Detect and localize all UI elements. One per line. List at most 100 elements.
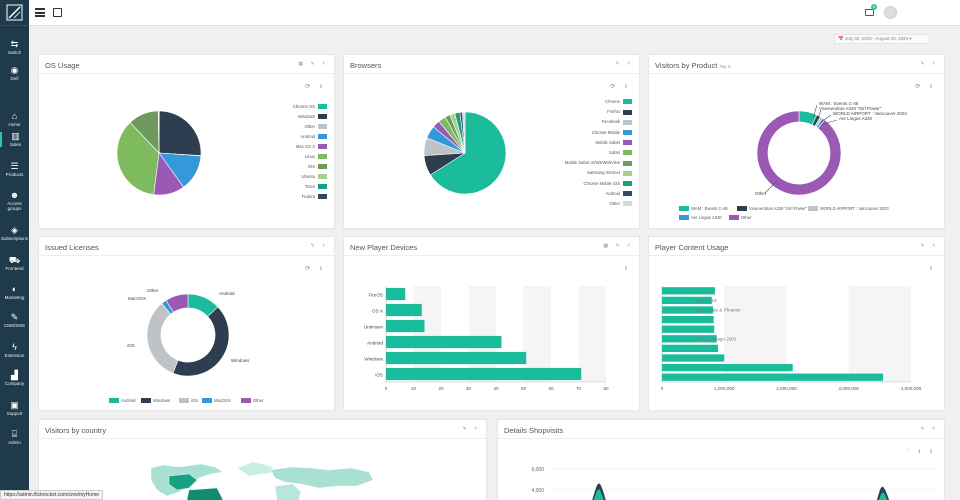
sidebar-item-products[interactable]: ☰ Products: [0, 162, 29, 178]
bar[interactable]: [662, 335, 717, 343]
slice-label: Other: [147, 288, 159, 293]
legend-item[interactable]: Aer Lingus A330: [679, 215, 722, 221]
legend-item[interactable]: Other: [610, 200, 632, 207]
bar[interactable]: [662, 363, 793, 372]
pie-slice-windows[interactable]: [172, 306, 229, 376]
sidebar-item-access-groups[interactable]: ☻ Access groups: [0, 191, 29, 212]
legend-item[interactable]: Fedora: [302, 193, 327, 200]
mail-icon[interactable]: [865, 9, 874, 16]
legend-item[interactable]: Mac OS X: [296, 143, 327, 150]
panel-tools[interactable]: ✎ ˄: [615, 61, 633, 67]
legend-item[interactable]: Chrome: [605, 98, 632, 105]
chart-tools[interactable]: ⟳ ⭳: [305, 266, 326, 272]
bar[interactable]: [662, 315, 714, 324]
legend-item[interactable]: Android: [109, 398, 135, 404]
legend-item[interactable]: Facebook: [602, 118, 632, 125]
sidebar-item-support[interactable]: ▣ Support: [0, 401, 29, 417]
sidebar-item-frontend[interactable]: ⛟ Frontend: [0, 256, 29, 272]
pie-slice-chrome[interactable]: [429, 112, 506, 194]
bar[interactable]: [386, 335, 502, 349]
pie-slice-other[interactable]: [757, 111, 841, 195]
chart-tools[interactable]: ⭳: [929, 266, 936, 272]
sidebar-item-company[interactable]: ▟ Company: [0, 371, 29, 387]
panel-tools[interactable]: ✎ ˄: [920, 426, 938, 432]
panel-tools[interactable]: ▦ ✎ ˄: [603, 243, 633, 249]
bar[interactable]: [386, 287, 406, 301]
sidebar-item-marketing[interactable]: ◐ Marketing: [0, 285, 29, 301]
bar[interactable]: [662, 325, 715, 333]
sidebar-item-sales[interactable]: ▥ Sales: [0, 132, 29, 147]
legend-item[interactable]: Android: [606, 190, 632, 197]
chart-tools[interactable]: ⭳: [624, 266, 631, 272]
legend-item[interactable]: MacOSX: [202, 398, 231, 404]
legend-item[interactable]: Chrome Mobile iOS: [583, 180, 632, 187]
legend-item[interactable]: Ubuntu: [301, 173, 327, 180]
legend-item[interactable]: Firefox: [607, 108, 632, 115]
shopvisits-area-chart: 6,000 4,000: [531, 467, 938, 500]
bar[interactable]: [662, 344, 719, 353]
top-bar: 0: [29, 0, 960, 26]
sidebar-item-home[interactable]: ⌂ Home: [0, 112, 29, 128]
legend-item[interactable]: Safari: [609, 149, 632, 156]
legend-item[interactable]: iOS: [179, 398, 198, 404]
legend-item[interactable]: VivaAerobus A320 "Girl Power": [737, 206, 807, 212]
x-tick-label: 4,000,000: [901, 386, 922, 391]
panel-tools[interactable]: ✎ ˄: [462, 426, 480, 432]
bar[interactable]: [386, 367, 582, 381]
pie-slice-windows[interactable]: [158, 111, 201, 157]
pie-slice-ios[interactable]: [147, 302, 179, 374]
bar[interactable]: [662, 306, 714, 314]
sidebar-item-admin[interactable]: ⌸ Admin: [0, 430, 29, 446]
legend-item[interactable]: Mobile Safari: [596, 139, 632, 146]
legend-item[interactable]: Samsung Internet: [587, 169, 632, 176]
chart-tools[interactable]: ⫶ ⭳ ⭳: [906, 449, 936, 455]
category-label: CS : Chicago 2001: [698, 336, 737, 341]
legend-item[interactable]: WAM : Events C-48: [679, 206, 728, 212]
legend-item[interactable]: Other: [241, 398, 263, 404]
pie-slice-linux[interactable]: [117, 122, 160, 195]
bar[interactable]: [662, 373, 883, 381]
legend-swatch: [318, 184, 327, 190]
legend-item[interactable]: iOS: [308, 163, 327, 170]
legend-item[interactable]: Other: [305, 123, 327, 130]
legend-label: Fedora: [301, 194, 315, 199]
legend-item[interactable]: Tizen: [305, 183, 327, 190]
menu-toggle-icon[interactable]: [35, 8, 45, 17]
switch-icon: ⇆: [10, 39, 19, 49]
legend-item[interactable]: Mobile Safari UI/WKWebView: [565, 159, 632, 166]
sidebar-item-defi[interactable]: ◉ Defi: [0, 66, 29, 82]
bar[interactable]: [662, 354, 725, 362]
sidebar-item-extension[interactable]: ϟ Extension: [0, 343, 29, 359]
pie-slice-other[interactable]: [462, 112, 466, 154]
panel-tools[interactable]: ✎ ˄: [310, 243, 328, 249]
bar[interactable]: [386, 319, 425, 333]
panel-tools[interactable]: ▦ ✎ ˄: [298, 61, 328, 67]
app-logo[interactable]: [0, 0, 29, 26]
chart-tools[interactable]: ⟳ ⭳: [610, 84, 631, 90]
legend-item[interactable]: Chrome Mobile: [592, 129, 632, 136]
legend-item[interactable]: Windows: [298, 113, 327, 120]
legend-item[interactable]: Chrome OS: [293, 103, 327, 110]
panel-tools[interactable]: ✎ ˄: [920, 243, 938, 249]
legend-item[interactable]: Android: [301, 133, 327, 140]
legend-item[interactable]: Windows: [141, 398, 170, 404]
panel-details-shopvisits: Details Shopvisits ✎ ˄ ⫶ ⭳ ⭳ 6,000 4,000: [497, 419, 945, 500]
pie-slice-other[interactable]: [165, 294, 189, 313]
sidebar-item-switch[interactable]: ⇆ Switch: [0, 39, 29, 56]
bar[interactable]: [386, 351, 527, 365]
legend-item[interactable]: Linux: [305, 153, 327, 160]
panel-tools[interactable]: ✎ ˄: [920, 61, 938, 67]
date-range-picker[interactable]: 📅 July 30, 2023 - August 28, 2023 ▾: [834, 34, 930, 44]
sidebar-item-subscriptions[interactable]: ◈ Subscriptions: [0, 226, 29, 242]
bar[interactable]: [662, 296, 712, 305]
legend-item[interactable]: Other: [729, 215, 751, 221]
sidebar-item-cms-sms[interactable]: ✎ CMS/SMS: [0, 313, 29, 329]
edit-icon[interactable]: [53, 8, 62, 17]
chart-tools[interactable]: ⟳ ⭳: [305, 84, 326, 90]
bar[interactable]: [662, 287, 715, 295]
browsers-legend: Chrome Firefox Facebook Chrome Mobile Mobile…: [504, 98, 632, 208]
bar[interactable]: [386, 303, 422, 317]
legend-item[interactable]: WORLD AIRPORT : Vancouver 2023: [808, 206, 889, 212]
user-avatar[interactable]: [884, 6, 897, 19]
chart-tools[interactable]: ⟳ ⭳: [915, 84, 936, 90]
